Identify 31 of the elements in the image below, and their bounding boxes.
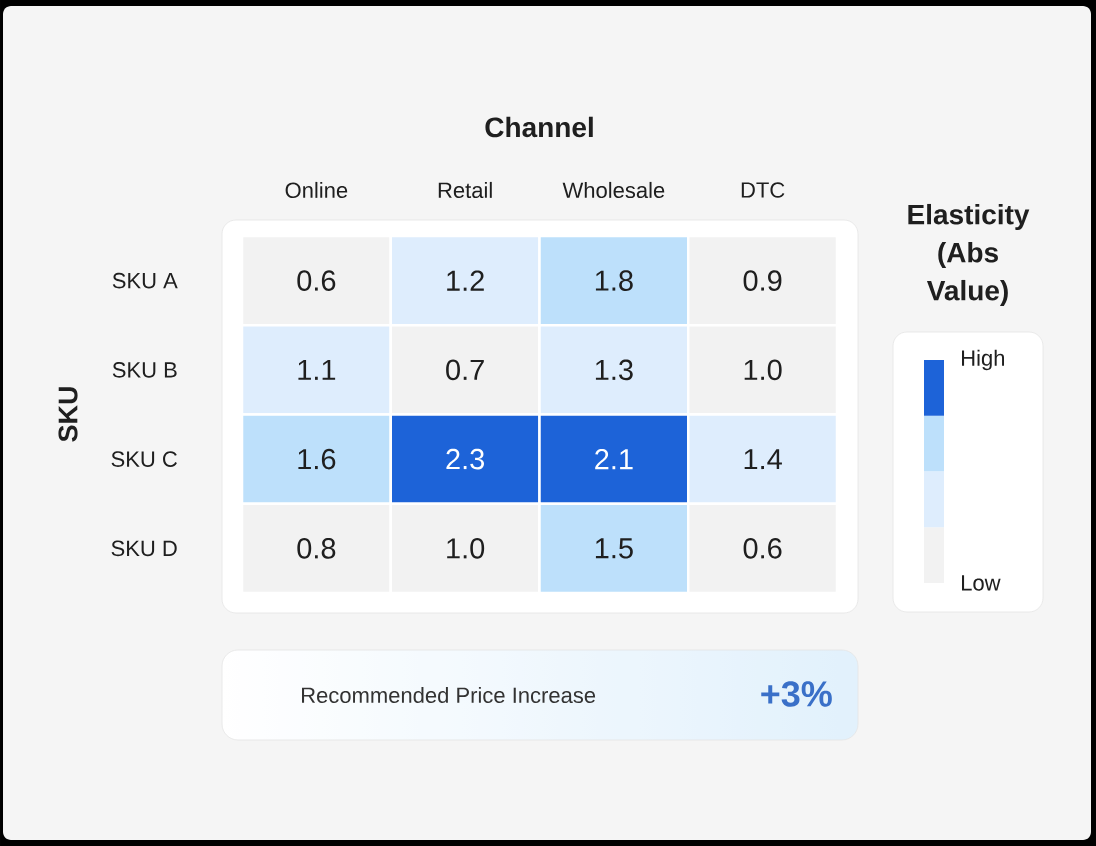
x-tick-label: DTC bbox=[741, 182, 785, 198]
data-label: 0.7 bbox=[446, 359, 484, 381]
data-label: 1.4 bbox=[744, 449, 782, 470]
data-label: 1.3 bbox=[595, 359, 633, 381]
data-label: 0.6 bbox=[297, 270, 336, 291]
data-label: 0.8 bbox=[297, 538, 336, 559]
text: +3% bbox=[761, 681, 832, 707]
data-label: 1.2 bbox=[447, 270, 484, 291]
y-tick-label: SKU A bbox=[112, 272, 178, 289]
data-label: 1.6 bbox=[298, 448, 336, 470]
x-axis-title: Channel bbox=[485, 116, 593, 138]
data-label: 2.3 bbox=[446, 448, 485, 470]
data-label: 1.5 bbox=[595, 538, 633, 559]
data-label: 1.1 bbox=[298, 359, 336, 380]
y-tick-label: SKU C bbox=[111, 451, 177, 467]
x-tick-label: Online bbox=[285, 181, 348, 199]
x-tick-label: Wholesale bbox=[562, 181, 665, 199]
data-label: 0.9 bbox=[743, 270, 782, 291]
y-axis-title: SKU bbox=[58, 387, 78, 442]
color-bar-label: High bbox=[962, 349, 1005, 371]
data-label: 1.8 bbox=[595, 270, 633, 291]
y-tick-label: SKU B bbox=[112, 362, 177, 378]
color-bar-label: Low bbox=[962, 575, 1001, 591]
data-label: 1.0 bbox=[744, 359, 782, 381]
text: Recommended Price Increase bbox=[302, 686, 596, 704]
color-bar-title: Elasticity (Abs Value) bbox=[908, 203, 1030, 307]
y-tick-label: SKU D bbox=[111, 540, 177, 557]
data-label: 1.0 bbox=[447, 538, 485, 559]
data-label: 0.6 bbox=[743, 538, 782, 559]
data-label: 2.1 bbox=[595, 449, 633, 470]
x-tick-label: Retail bbox=[438, 181, 492, 199]
